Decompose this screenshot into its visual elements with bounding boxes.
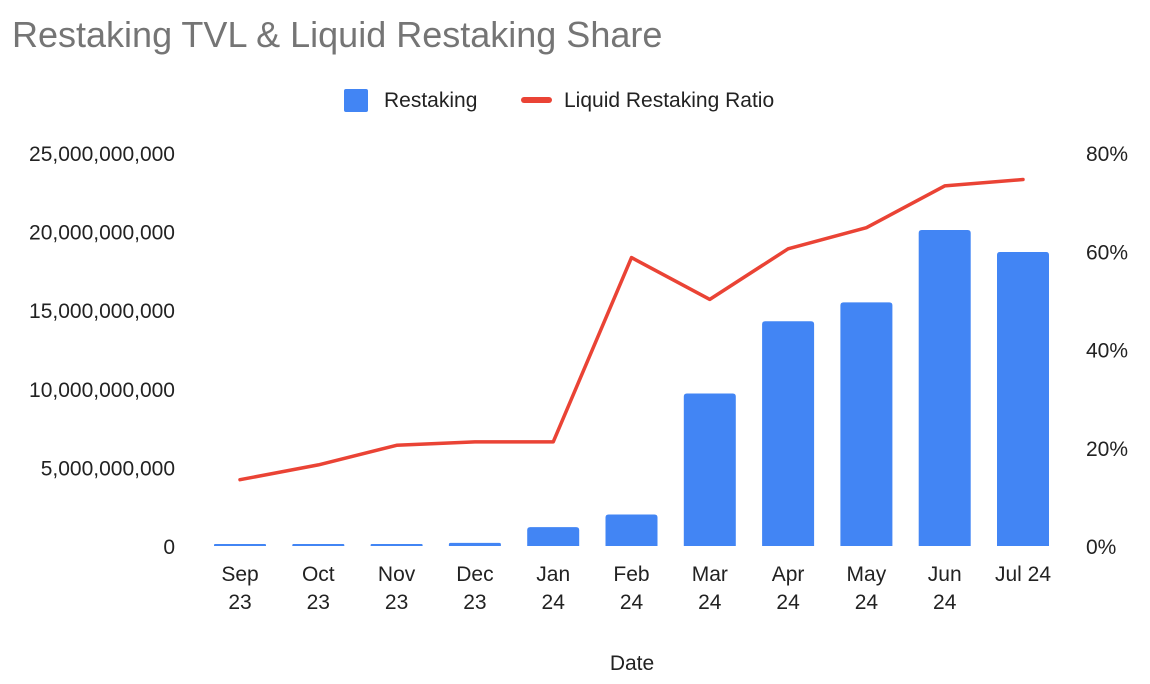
bar bbox=[292, 544, 345, 546]
y-right-tick-label: 80% bbox=[1086, 143, 1128, 166]
x-axis-title: Date bbox=[610, 652, 654, 675]
bar bbox=[762, 321, 815, 546]
x-tick-label: Jan 24 bbox=[536, 563, 570, 614]
x-tick-label: May 24 bbox=[847, 563, 887, 614]
x-tick-label: Sep 23 bbox=[221, 563, 258, 614]
chart-title: Restaking TVL & Liquid Restaking Share bbox=[12, 14, 663, 55]
legend-item: Restaking bbox=[344, 89, 477, 112]
x-tick-label: Apr 24 bbox=[772, 563, 805, 614]
bar bbox=[448, 542, 501, 546]
bar bbox=[683, 393, 736, 546]
bar bbox=[840, 302, 893, 546]
y-left-tick-label: 0 bbox=[163, 536, 175, 559]
legend-swatch bbox=[344, 89, 368, 112]
y-left-tick-label: 5,000,000,000 bbox=[41, 457, 175, 480]
y-right-tick-label: 0% bbox=[1086, 536, 1116, 559]
liquid-restaking-ratio-line bbox=[238, 177, 1025, 482]
y-axis-right: 0% 20% 40% 60% 80% bbox=[1086, 143, 1128, 559]
x-tick-label: Dec 23 bbox=[456, 563, 493, 614]
y-left-tick-label: 15,000,000,000 bbox=[29, 300, 175, 323]
y-right-tick-label: 20% bbox=[1086, 438, 1128, 461]
y-left-tick-label: 25,000,000,000 bbox=[29, 143, 175, 166]
y-axis-left: 0 5,000,000,000 10,000,000,000 15,000,000,0… bbox=[29, 143, 175, 559]
bar bbox=[918, 230, 971, 546]
restaking-bars bbox=[214, 230, 1049, 546]
x-axis: Sep 23 Oct 23 Nov 23 Dec 23 Jan 24 Feb 24 Mar 24 Apr 24… bbox=[221, 563, 1051, 614]
x-tick-label: Jul 24 bbox=[995, 563, 1051, 586]
legend-label: Restaking bbox=[384, 89, 477, 112]
x-tick-label: Feb 24 bbox=[613, 563, 649, 614]
y-right-tick-label: 40% bbox=[1086, 340, 1128, 363]
legend-label: Liquid Restaking Ratio bbox=[564, 89, 774, 112]
bar bbox=[605, 514, 658, 546]
x-tick-label: Nov 23 bbox=[378, 563, 416, 614]
bar bbox=[527, 527, 580, 546]
bar bbox=[214, 544, 266, 546]
y-left-tick-label: 20,000,000,000 bbox=[29, 222, 175, 245]
bar bbox=[370, 544, 423, 546]
x-tick-label: Mar 24 bbox=[692, 563, 728, 614]
series-line bbox=[238, 177, 1025, 482]
legend-item: Liquid Restaking Ratio bbox=[521, 89, 774, 112]
bar bbox=[997, 252, 1049, 546]
y-left-tick-label: 10,000,000,000 bbox=[29, 379, 175, 402]
x-tick-label: Jun 24 bbox=[928, 563, 962, 614]
legend: Restaking Liquid Restaking Ratio bbox=[344, 89, 774, 112]
x-tick-label: Oct 23 bbox=[302, 563, 335, 614]
y-right-tick-label: 60% bbox=[1086, 241, 1128, 264]
